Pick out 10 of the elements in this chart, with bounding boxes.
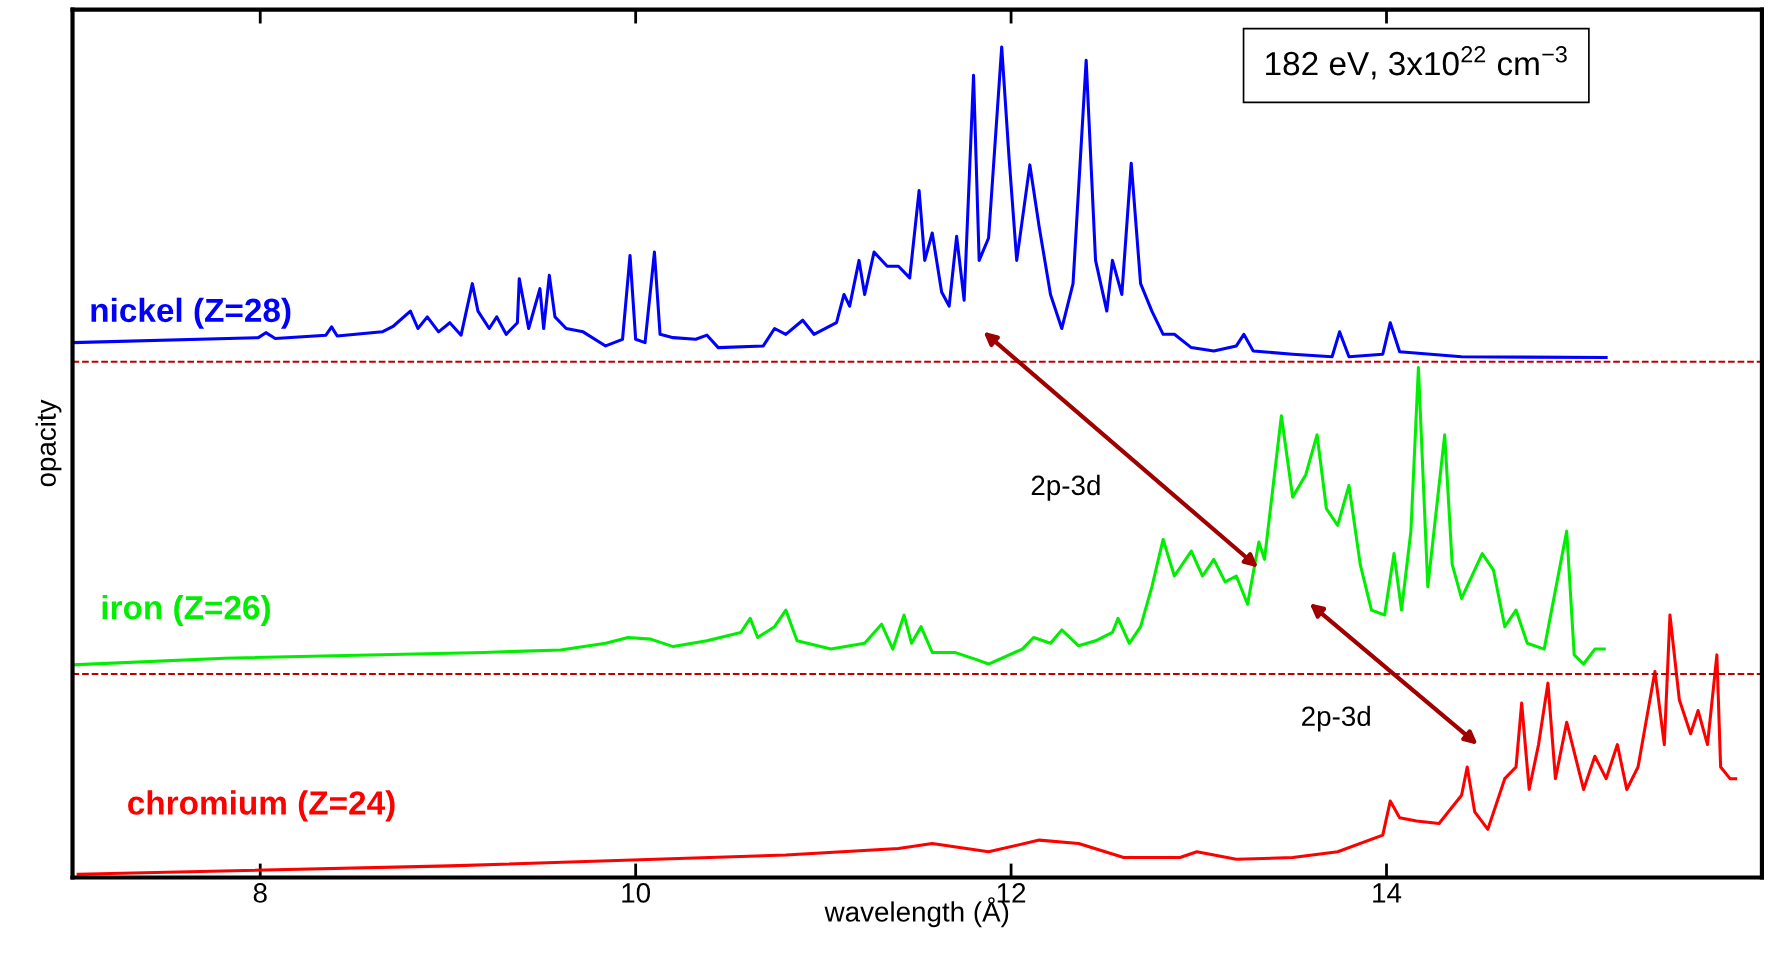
x-tick-label: 14 (1373, 883, 1402, 903)
x-tick-label: 8 (253, 883, 267, 903)
series-label: nickel (Z=28) (91, 297, 291, 329)
annotation: 182 eV, 3x10$^{22}$ cm$^{−3}$ (1266, 46, 1567, 80)
x-tick-label: 10 (622, 883, 651, 903)
series-label: chromium (Z=24) (128, 790, 395, 822)
annotation: 2p-3d (1302, 705, 1370, 732)
series-label: iron (Z=26) (102, 594, 270, 626)
y-axis-title: opacity (35, 399, 62, 487)
annotation: 2p-3d (1031, 474, 1100, 501)
